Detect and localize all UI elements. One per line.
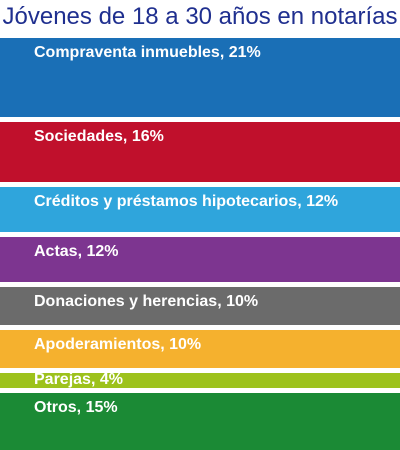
stacked-bands: Compraventa inmuebles, 21% Sociedades, 16…: [0, 38, 400, 450]
band-label: Parejas, 4%: [34, 373, 123, 388]
band-sociedades: Sociedades, 16%: [0, 122, 400, 182]
band-actas: Actas, 12%: [0, 237, 400, 282]
band-label: Créditos y préstamos hipotecarios, 12%: [34, 193, 339, 210]
chart-title: Jóvenes de 18 a 30 años en notarías: [2, 3, 398, 30]
band-otros: Otros, 15%: [0, 393, 400, 450]
band-label: Otros, 15%: [34, 399, 118, 416]
band-label: Actas, 12%: [34, 243, 119, 260]
band-cr-ditos-y-pr-stamos-hipotecarios: Créditos y préstamos hipotecarios, 12%: [0, 187, 400, 232]
band-parejas: Parejas, 4%: [0, 373, 400, 388]
band-label: Sociedades, 16%: [34, 128, 164, 145]
band-label: Compraventa inmuebles, 21%: [34, 44, 261, 61]
band-label: Apoderamientos, 10%: [34, 336, 202, 353]
band-donaciones-y-herencias: Donaciones y herencias, 10%: [0, 287, 400, 325]
band-compraventa-inmuebles: Compraventa inmuebles, 21%: [0, 38, 400, 117]
band-apoderamientos: Apoderamientos, 10%: [0, 330, 400, 368]
band-label: Donaciones y herencias, 10%: [34, 293, 259, 310]
